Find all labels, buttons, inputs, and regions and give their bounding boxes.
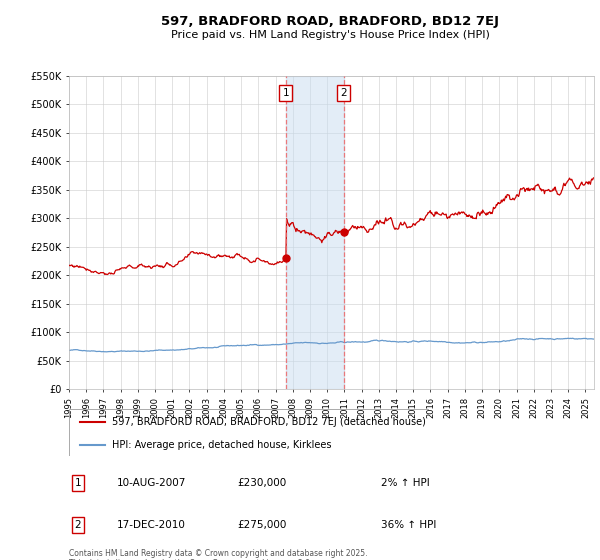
- Text: 597, BRADFORD ROAD, BRADFORD, BD12 7EJ: 597, BRADFORD ROAD, BRADFORD, BD12 7EJ: [161, 15, 499, 28]
- Text: 17-DEC-2010: 17-DEC-2010: [117, 520, 186, 530]
- Text: Price paid vs. HM Land Registry's House Price Index (HPI): Price paid vs. HM Land Registry's House …: [170, 30, 490, 40]
- Text: £230,000: £230,000: [237, 478, 286, 488]
- Text: Contains HM Land Registry data © Crown copyright and database right 2025.
This d: Contains HM Land Registry data © Crown c…: [69, 549, 367, 560]
- Text: 2: 2: [340, 88, 347, 97]
- Text: 36% ↑ HPI: 36% ↑ HPI: [381, 520, 436, 530]
- Text: 2: 2: [74, 520, 82, 530]
- Text: £275,000: £275,000: [237, 520, 286, 530]
- Text: 1: 1: [74, 478, 82, 488]
- Text: 2% ↑ HPI: 2% ↑ HPI: [381, 478, 430, 488]
- Text: HPI: Average price, detached house, Kirklees: HPI: Average price, detached house, Kirk…: [112, 440, 332, 450]
- Text: 597, BRADFORD ROAD, BRADFORD, BD12 7EJ (detached house): 597, BRADFORD ROAD, BRADFORD, BD12 7EJ (…: [112, 417, 426, 427]
- Text: 1: 1: [283, 88, 289, 97]
- Bar: [286, 76, 344, 389]
- Text: 10-AUG-2007: 10-AUG-2007: [117, 478, 187, 488]
